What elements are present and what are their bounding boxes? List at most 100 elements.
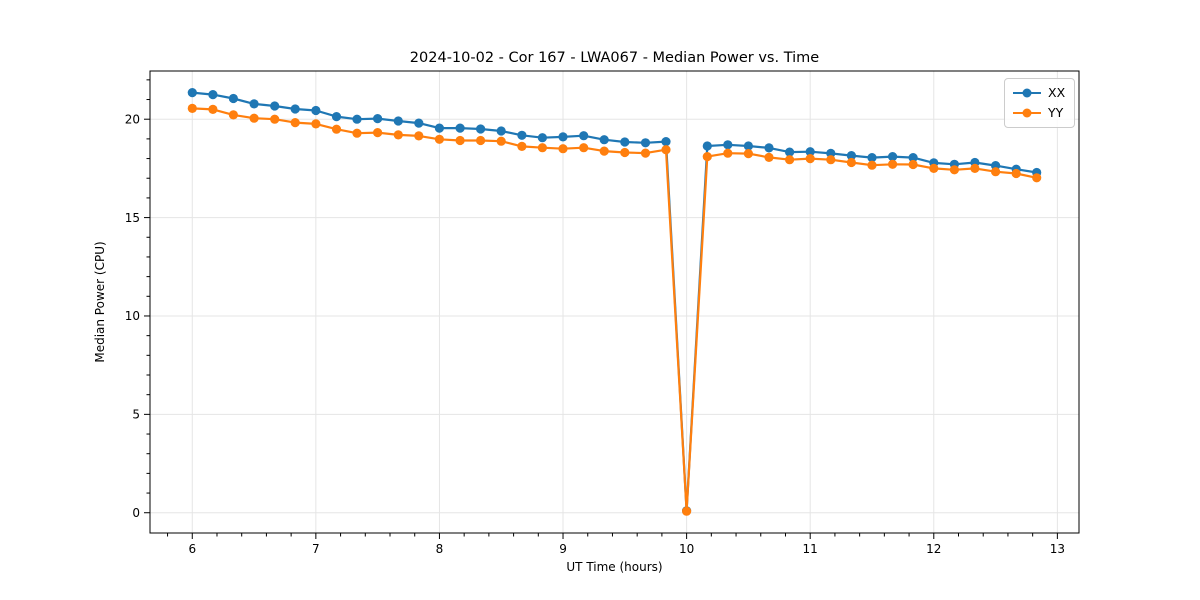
- series-marker-yy: [764, 152, 774, 162]
- series-marker-yy: [393, 130, 403, 140]
- series-marker-yy: [620, 147, 630, 158]
- series-marker-xx: [455, 123, 465, 133]
- series-marker-xx: [311, 105, 321, 116]
- series-marker-xx: [846, 151, 857, 161]
- series-marker-yy: [476, 135, 486, 146]
- y-tick-label: 0: [132, 506, 140, 520]
- series-marker-xx: [331, 112, 342, 122]
- y-tick-label: 5: [132, 408, 140, 422]
- x-tick-label: 6: [188, 542, 196, 556]
- series-marker-yy: [455, 135, 465, 146]
- series-marker-yy: [537, 143, 548, 153]
- series-marker-yy: [846, 157, 857, 168]
- series-marker-yy: [270, 114, 280, 124]
- legend-item-yy: YY: [1013, 103, 1065, 123]
- series-marker-xx: [640, 138, 651, 148]
- series-marker-yy: [949, 165, 960, 175]
- series-marker-xx: [187, 88, 197, 98]
- series-marker-yy: [579, 143, 589, 153]
- series-marker-xx: [373, 114, 383, 124]
- series-marker-xx: [476, 124, 486, 134]
- series-marker-yy: [805, 154, 815, 164]
- series-marker-xx: [517, 130, 527, 140]
- series-marker-xx: [764, 143, 774, 153]
- series-marker-yy: [373, 128, 383, 138]
- series-marker-xx: [496, 126, 506, 136]
- legend: XX YY: [1004, 78, 1076, 128]
- x-tick-label: 8: [436, 542, 444, 556]
- legend-label-yy: YY: [1048, 104, 1064, 120]
- series-marker-yy: [970, 163, 980, 173]
- x-tick-label: 7: [312, 542, 320, 556]
- series-marker-yy: [702, 152, 712, 162]
- series-marker-xx: [249, 99, 259, 109]
- series-marker-yy: [723, 148, 733, 158]
- series-marker-xx: [620, 137, 630, 147]
- series-marker-xx: [805, 147, 815, 157]
- y-tick-label: 10: [125, 309, 140, 323]
- series-marker-xx: [393, 116, 403, 126]
- x-tick-label: 10: [679, 542, 694, 556]
- series-marker-yy: [290, 118, 300, 128]
- series-marker-yy: [661, 145, 671, 155]
- series-marker-yy: [311, 119, 321, 129]
- x-tick-label: 9: [559, 542, 567, 556]
- x-tick-label: 12: [926, 542, 941, 556]
- series-marker-xx: [434, 123, 444, 133]
- series-marker-yy: [991, 167, 1001, 177]
- series-marker-xx: [702, 141, 712, 151]
- y-axis-label: Median Power (CPU): [93, 241, 107, 363]
- series-marker-yy: [743, 149, 754, 159]
- series-marker-xx: [743, 141, 754, 151]
- series-marker-yy: [208, 104, 218, 114]
- series-marker-yy: [331, 124, 342, 134]
- x-tick-label: 13: [1050, 542, 1065, 556]
- series-marker-xx: [414, 118, 424, 128]
- series-marker-yy: [599, 146, 609, 156]
- series-marker-xx: [537, 133, 548, 143]
- series-marker-yy: [908, 159, 918, 170]
- series-marker-yy: [785, 155, 795, 165]
- series-marker-yy: [1032, 173, 1042, 183]
- series-marker-yy: [228, 110, 238, 120]
- series-marker-yy: [929, 163, 939, 173]
- legend-item-xx: XX: [1013, 83, 1065, 103]
- series-marker-yy: [434, 134, 444, 144]
- chart-title: 2024-10-02 - Cor 167 - LWA067 - Median P…: [409, 50, 820, 66]
- series-marker-xx: [228, 93, 238, 104]
- series-marker-xx: [558, 132, 568, 142]
- series-marker-xx: [888, 152, 898, 162]
- series-marker-yy: [826, 155, 836, 165]
- series-marker-yy: [558, 144, 568, 154]
- legend-marker-xx-icon: [1013, 87, 1041, 99]
- series-marker-yy: [640, 148, 651, 158]
- series-marker-xx: [290, 104, 300, 114]
- series-marker-xx: [785, 147, 795, 157]
- series-marker-yy: [187, 103, 197, 113]
- series-marker-yy: [352, 128, 362, 138]
- series-marker-xx: [723, 140, 733, 150]
- series-marker-xx: [661, 137, 671, 147]
- x-axis-label: UT Time (hours): [566, 560, 663, 574]
- series-marker-yy: [888, 159, 898, 169]
- y-tick-label: 15: [125, 211, 140, 225]
- legend-marker-yy-icon: [1013, 107, 1041, 119]
- series-marker-yy: [682, 506, 692, 516]
- series-marker-xx: [908, 153, 918, 163]
- series-line-yy: [192, 107, 1037, 513]
- series-marker-xx: [867, 153, 877, 163]
- plot-border: [149, 70, 1080, 534]
- x-tick-label: 11: [803, 542, 818, 556]
- series-marker-xx: [579, 131, 589, 141]
- y-tick-label: 20: [125, 112, 140, 126]
- series-marker-yy: [867, 160, 877, 170]
- series-marker-xx: [208, 90, 218, 100]
- series-marker-yy: [414, 131, 424, 141]
- series-marker-yy: [496, 136, 506, 146]
- series-marker-xx: [270, 101, 280, 111]
- legend-label-xx: XX: [1048, 84, 1066, 100]
- series-marker-yy: [1011, 168, 1021, 179]
- series-marker-xx: [599, 135, 609, 145]
